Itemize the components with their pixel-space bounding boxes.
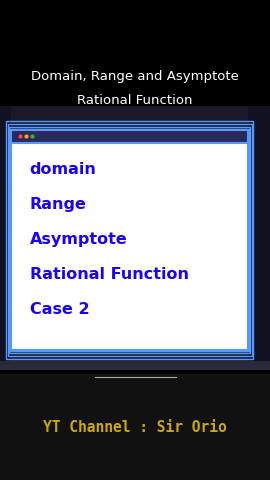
FancyBboxPatch shape: [0, 106, 11, 365]
Text: YT Channel : Sir Orio: YT Channel : Sir Orio: [43, 420, 227, 435]
FancyBboxPatch shape: [11, 130, 248, 143]
Text: Rational Function: Rational Function: [77, 94, 193, 108]
Text: Domain, Range and Asymptote: Domain, Range and Asymptote: [31, 70, 239, 84]
FancyBboxPatch shape: [0, 374, 270, 480]
Text: Asymptote: Asymptote: [30, 232, 127, 247]
FancyBboxPatch shape: [0, 361, 270, 370]
FancyBboxPatch shape: [11, 143, 248, 350]
Text: Case 2: Case 2: [30, 302, 89, 317]
FancyBboxPatch shape: [0, 106, 270, 365]
Text: Range: Range: [30, 197, 87, 212]
Text: Rational Function: Rational Function: [30, 267, 189, 282]
FancyBboxPatch shape: [248, 106, 270, 365]
Text: domain: domain: [30, 162, 97, 177]
